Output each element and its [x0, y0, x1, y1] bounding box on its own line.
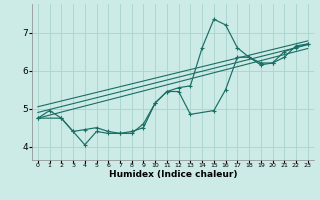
X-axis label: Humidex (Indice chaleur): Humidex (Indice chaleur)	[108, 170, 237, 179]
